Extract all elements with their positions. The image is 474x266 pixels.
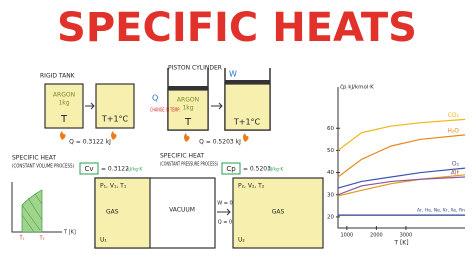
series-label: CO₂ (448, 112, 460, 119)
axis-label: T [K] (63, 230, 76, 236)
area (21, 189, 43, 233)
temp: T+1°C (101, 115, 129, 124)
energy: U₁ (100, 237, 107, 244)
symbol: Cv (84, 165, 93, 173)
heat-in: Q (152, 94, 158, 103)
tank-2 (95, 83, 135, 129)
series-label: O₂ (452, 161, 460, 168)
vacuum: VACUUM (169, 207, 195, 214)
heading: SPECIFIC HEAT (12, 155, 56, 162)
heat: Q = 0 (218, 220, 233, 226)
gas: ARGON (177, 97, 199, 104)
value: = 0.5203 (243, 166, 271, 173)
props: P₂, V₂, T₂ (238, 183, 265, 190)
arrow (211, 102, 223, 110)
heading: SPECIFIC HEAT (160, 153, 204, 160)
t1: T₁ (18, 236, 24, 242)
x-tick-label: 3000 (400, 233, 413, 239)
gas: GAS (272, 209, 285, 216)
cp-chart: c̄p kJ/kmol·K T [K] 20 30 40 50 60 1000 2000 3000… (327, 85, 465, 247)
y-tick-label: 20 (327, 214, 334, 220)
series-line (337, 118, 466, 151)
cv-box (79, 162, 99, 175)
piston (168, 86, 208, 90)
y-axis-label: c̄p kJ/kmol·K (340, 85, 374, 91)
x-tick-label: 2000 (370, 233, 383, 239)
container-2 (232, 177, 324, 249)
work: W = 0 (217, 201, 233, 207)
series-label: H₂ (452, 167, 460, 174)
unit: kJ/kg·K (268, 167, 284, 173)
piston (225, 80, 270, 84)
y-tick-label: 30 (327, 192, 334, 198)
energy: U₂ (238, 237, 245, 244)
process: (CONSTANT VOLUME PROCESS) (12, 164, 74, 170)
hatch (21, 193, 43, 233)
series-line (337, 174, 466, 197)
series-line (337, 176, 466, 196)
symbol: Cp (226, 165, 236, 173)
heat: Q = 0.3122 kJ (69, 139, 111, 146)
title: SPECIFIC HEATS (57, 5, 417, 51)
arrow (217, 208, 231, 216)
axes (337, 87, 465, 229)
mass: 1kg (58, 100, 69, 107)
arrow (85, 102, 95, 110)
x-tick-label: 1000 (340, 233, 353, 239)
series-label: H₂O (447, 127, 459, 134)
series-line (337, 134, 466, 178)
rigid-tank-label: RIGID TANK (40, 73, 76, 80)
props: P₁, V₁, T₁ (100, 183, 127, 190)
cp-box (221, 162, 241, 175)
process: (CONSTANT PRESSURE PROCESS) (160, 162, 218, 168)
y-tick-label: 40 (327, 170, 334, 176)
gas: GAS (106, 209, 119, 216)
gas-side (94, 177, 151, 249)
tank-1 (44, 83, 84, 129)
temp: T (60, 114, 68, 125)
piston-label: PISTON CYLINDER (168, 65, 222, 72)
x-axis-label: T [K] (393, 240, 408, 247)
gas: ARGON (53, 92, 75, 99)
gas-1 (167, 89, 209, 131)
value: = 0.3122 (101, 166, 129, 173)
y-tick-label: 50 (327, 148, 334, 154)
y-tick-label: 60 (327, 126, 334, 132)
axes (11, 182, 62, 233)
series-line (337, 167, 466, 189)
series-label: Air (451, 170, 460, 177)
t2: T₂ (38, 236, 44, 242)
work: W (229, 70, 237, 79)
temp: T+1°C (233, 118, 261, 127)
gas-2 (224, 83, 271, 131)
unit: kJ/kg·K (127, 167, 143, 173)
mass: 1kg (182, 105, 193, 112)
temp: T (184, 117, 192, 128)
series-label: Ar, He, Ne, Kr, Xe, Rn (417, 208, 465, 214)
note: CHANGE IN TEMP. (150, 108, 180, 114)
heat: Q = 0.5203 kJ (199, 139, 241, 146)
